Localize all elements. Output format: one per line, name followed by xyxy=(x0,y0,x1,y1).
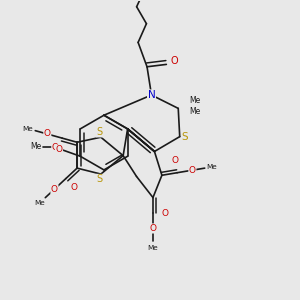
Text: O: O xyxy=(161,208,168,217)
Text: S: S xyxy=(96,174,102,184)
Text: O: O xyxy=(172,157,179,166)
Text: Me: Me xyxy=(30,142,41,151)
Text: Me: Me xyxy=(189,107,200,116)
Text: O: O xyxy=(149,224,157,233)
Text: Me: Me xyxy=(23,126,34,132)
Text: O: O xyxy=(56,145,62,154)
Text: N: N xyxy=(148,90,155,100)
Text: Me: Me xyxy=(34,200,45,206)
Text: S: S xyxy=(96,127,102,137)
Text: O: O xyxy=(52,143,59,152)
Text: O: O xyxy=(70,183,77,192)
Text: O: O xyxy=(171,56,178,66)
Text: O: O xyxy=(189,166,196,175)
Text: S: S xyxy=(182,132,188,142)
Text: O: O xyxy=(44,130,51,139)
Text: O: O xyxy=(51,185,58,194)
Text: Me: Me xyxy=(207,164,218,170)
Text: Me: Me xyxy=(148,245,158,251)
Text: Me: Me xyxy=(189,96,200,105)
